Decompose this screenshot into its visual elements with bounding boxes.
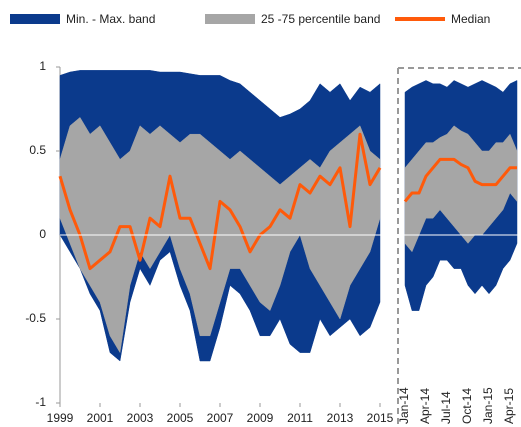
x-tick-label: 2003 [127, 411, 154, 425]
x-tick-label: 2013 [327, 411, 354, 425]
x-tick-label: 2015 [367, 411, 394, 425]
median-line [403, 157, 517, 203]
x-tick-label: Apr-15 [502, 388, 516, 424]
x-tick-label: 2009 [247, 411, 274, 425]
x-tick-label: Jan-15 [481, 387, 495, 424]
y-tick-label: -0.5 [25, 311, 46, 325]
x-tick-label: Apr-14 [418, 388, 432, 424]
x-tick-label: Jan-14 [397, 387, 411, 424]
x-tick-label: 2007 [207, 411, 234, 425]
x-tick-label: 2005 [167, 411, 194, 425]
y-tick-label: 1 [39, 59, 46, 73]
x-tick-label: Oct-14 [460, 388, 474, 424]
median-line [58, 132, 382, 271]
legend-label: 25 -75 percentile band [261, 12, 380, 26]
y-tick-label: 0.5 [29, 143, 46, 157]
legend-swatch [205, 14, 255, 24]
legend-label: Min. - Max. band [66, 12, 155, 26]
y-tick-label: 0 [39, 227, 46, 241]
x-tick-label: 1999 [47, 411, 74, 425]
band-area [404, 125, 518, 253]
y-tick-label: -1 [35, 395, 46, 409]
x-tick-label: 2001 [87, 411, 114, 425]
legend-label: Median [451, 12, 490, 26]
x-tick-label: 2011 [287, 411, 313, 425]
x-tick-label: Jul-14 [439, 391, 453, 424]
legend-swatch [10, 14, 60, 24]
